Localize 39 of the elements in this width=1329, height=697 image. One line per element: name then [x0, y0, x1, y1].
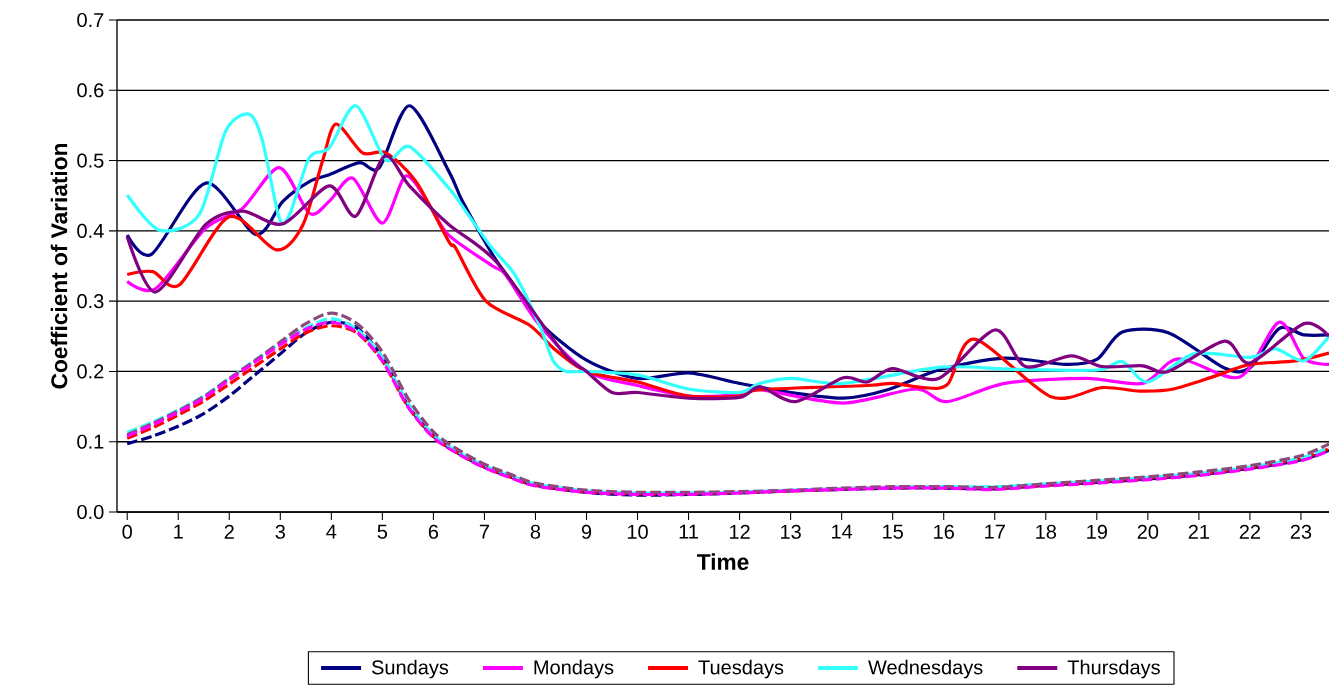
x-tick-label: 3	[275, 524, 285, 539]
x-tick-label: 10	[627, 524, 648, 539]
x-tick-label: 2	[224, 524, 234, 539]
x-tick-label: 15	[883, 524, 903, 539]
x-axis-title: Time	[697, 553, 749, 571]
x-tick-label: 20	[1137, 524, 1159, 539]
x-tick-label: 22	[1239, 524, 1261, 539]
x-tick-label: 21	[1188, 524, 1210, 539]
y-axis-title: Coefficient of Variation	[50, 143, 68, 389]
y-tick-label: 0.4	[77, 223, 104, 238]
y-tick-label: 0.1	[77, 434, 104, 449]
x-tick-label: 23	[1290, 524, 1312, 539]
legend-label: Wednesdays	[868, 659, 983, 679]
x-tick-label: 18	[1036, 524, 1057, 539]
legend-label: Sundays	[371, 659, 449, 679]
x-tick-label: 9	[581, 524, 592, 539]
x-tick-label: 6	[428, 524, 439, 539]
x-tick-label: 7	[479, 524, 489, 539]
legend-label: Tuesdays	[698, 659, 784, 679]
y-tick-label: 0.3	[77, 294, 104, 309]
x-tick-label: 1	[174, 524, 183, 539]
x-tick-label: 19	[1087, 524, 1107, 539]
x-tick-label: 12	[729, 524, 750, 539]
x-tick-label: 8	[530, 524, 541, 539]
x-tick-label: 11	[679, 524, 698, 539]
x-tick-label: 0	[122, 524, 132, 539]
x-tick-label: 14	[832, 524, 853, 539]
x-tick-label: 16	[934, 524, 954, 539]
legend-label: Thursdays	[1067, 659, 1160, 679]
x-tick-label: 17	[985, 524, 1005, 539]
x-tick-label: 13	[781, 524, 801, 539]
y-tick-label: 0.0	[77, 504, 104, 520]
x-tick-label: 5	[377, 524, 388, 539]
y-tick-label: 0.2	[77, 364, 104, 379]
y-tick-label: 0.6	[77, 83, 104, 98]
x-tick-label: 4	[326, 524, 337, 539]
y-tick-label: 0.7	[77, 12, 104, 28]
y-tick-label: 0.5	[77, 153, 104, 168]
legend-label: Mondays	[534, 659, 614, 679]
